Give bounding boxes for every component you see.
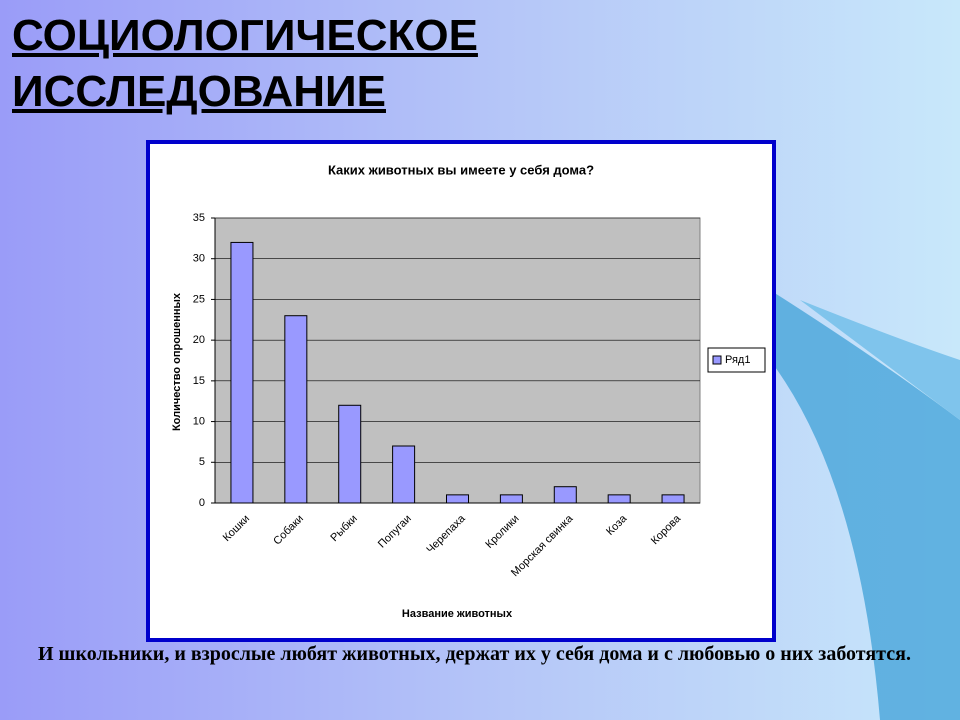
y-tick-label: 0 (199, 497, 205, 509)
bar (230, 241, 254, 504)
y-tick-label: 10 (193, 415, 205, 427)
y-tick-label: 30 (193, 253, 205, 265)
caption: И школьники, и взрослые любят животных, … (38, 643, 911, 665)
bar (392, 445, 416, 504)
bar (284, 315, 308, 504)
y-tick-label: 5 (199, 456, 205, 468)
slide-title: СОЦИОЛОГИЧЕСКОЕ ИССЛЕДОВАНИЕ (12, 11, 478, 116)
x-axis-title: Название животных (402, 608, 513, 620)
y-tick-label: 25 (193, 293, 205, 305)
bar (553, 486, 577, 504)
legend-swatch (712, 355, 722, 365)
bar (446, 494, 469, 504)
y-axis-title: Количество опрошенных (171, 292, 183, 431)
bar (338, 404, 362, 504)
y-tick-label: 20 (193, 334, 205, 346)
bar (661, 494, 685, 504)
bar (607, 494, 631, 504)
bar (499, 494, 523, 504)
y-tick-label: 15 (193, 375, 205, 387)
y-tick-label: 35 (193, 212, 205, 224)
legend-label: Ряд1 (725, 354, 750, 366)
chart-title: Каких животных вы имеете у себя дома? (328, 162, 594, 177)
